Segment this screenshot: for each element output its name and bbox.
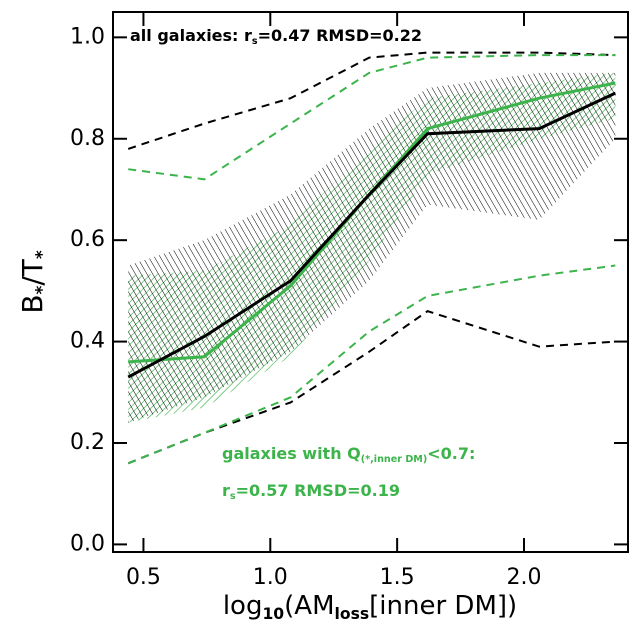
annotation-part: s — [252, 36, 258, 47]
plot-area — [127, 51, 616, 465]
x-axis-label-part: 10 — [262, 604, 284, 622]
y-axis-label-part: B — [16, 294, 49, 313]
y-axis-label: B*/T* — [16, 250, 51, 314]
annotation-part: all galaxies: r — [130, 26, 252, 45]
annotation-part: =0.57 RMSD=0.19 — [236, 481, 400, 500]
annotation-part: s — [230, 491, 236, 502]
x-axis-label-part: [inner DM]) — [369, 591, 517, 621]
annotation: all galaxies: rs=0.47 RMSD=0.22 — [130, 26, 422, 47]
y-tick-label: 1.0 — [70, 24, 105, 49]
band — [128, 72, 616, 423]
line — [127, 91, 616, 379]
annotation-part: =0.47 RMSD=0.22 — [258, 26, 422, 45]
y-tick-label: 0.0 — [70, 531, 105, 556]
annotation: galaxies with Q(*,inner DM)<0.7: — [222, 444, 475, 465]
y-axis-label-part: * — [31, 250, 51, 259]
x-axis-label-part: loss — [335, 604, 370, 622]
y-axis-label-part: /T — [16, 258, 49, 285]
line — [127, 310, 616, 465]
x-tick-label: 1.0 — [253, 565, 288, 590]
y-tick-label: 0.8 — [70, 126, 105, 151]
annotation: rs=0.57 RMSD=0.19 — [222, 481, 400, 502]
x-tick-label: 2.0 — [506, 565, 541, 590]
x-axis-label-part: (AM — [284, 591, 334, 621]
annotation-part: r — [222, 481, 230, 500]
y-tick-label: 0.4 — [70, 329, 105, 354]
y-tick-label: 0.6 — [70, 227, 105, 252]
x-axis-label: log10(AMloss[inner DM]) — [223, 591, 517, 623]
annotation-part: (*,inner DM) — [361, 454, 427, 465]
x-axis-label-part: log — [223, 591, 263, 621]
line — [128, 54, 616, 181]
annotation-part: galaxies with Q — [222, 444, 361, 463]
y-axis-label-part: * — [31, 285, 51, 294]
annotation-part: <0.7: — [427, 444, 475, 463]
line — [127, 51, 616, 150]
x-tick-label: 0.5 — [126, 565, 161, 590]
y-tick-label: 0.2 — [70, 430, 105, 455]
x-tick-label: 1.5 — [380, 565, 415, 590]
plot-frame — [112, 11, 629, 553]
